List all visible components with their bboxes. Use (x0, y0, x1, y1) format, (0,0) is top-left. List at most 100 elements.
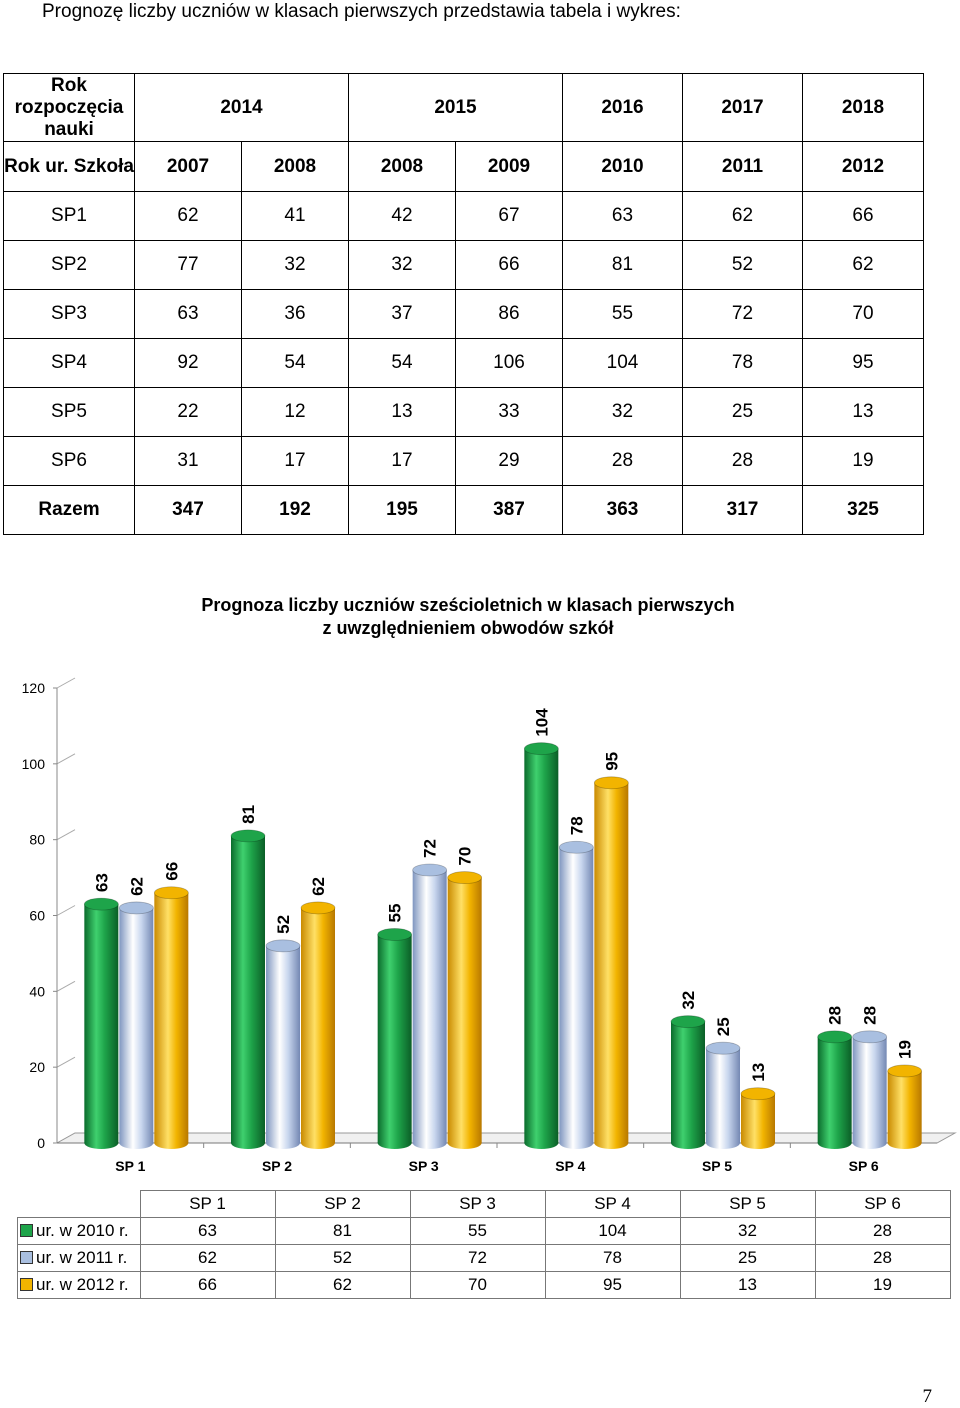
table-cell: 95 (802, 338, 924, 388)
y-tick-label: 60 (29, 908, 45, 924)
chart-data-table-category: SP 1 (139, 1190, 276, 1218)
bar-top (377, 928, 413, 941)
table-cell: 66 (802, 191, 924, 241)
bar-data-label: 62 (309, 877, 328, 896)
chart-data-table-cell: 104 (544, 1217, 681, 1245)
table-cell: 63 (562, 191, 683, 241)
x-category-label: SP 5 (702, 1158, 732, 1174)
legend-label: ur. w 2010 r. (36, 1221, 129, 1240)
chart-data-table-row: ur. w 2010 r. 63 81 55 104 32 28 (17, 1217, 951, 1245)
chart-title-line-1: Prognoza liczby uczniów sześcioletnich w… (201, 595, 734, 615)
chart-data-table-cell: 52 (274, 1244, 411, 1272)
header-birth-year: 2008 (348, 141, 456, 192)
table-row: SP5 22 12 13 33 32 25 13 (3, 387, 924, 437)
legend-swatch (20, 1224, 33, 1237)
header-year: 2017 (682, 73, 803, 142)
table-cell: 92 (134, 338, 242, 388)
bar-chart: Prognoza liczby uczniów sześcioletnich w… (22, 595, 957, 1174)
bar-data-label: 95 (602, 752, 621, 771)
bar-base (524, 1137, 559, 1149)
legend-label: ur. w 2011 r. (36, 1248, 128, 1267)
table-cell: 195 (348, 485, 456, 535)
y-tick-depth-line (56, 753, 76, 765)
y-tick-depth-line (56, 980, 76, 992)
table-cell: 37 (348, 289, 456, 339)
table-cell: 13 (802, 387, 924, 437)
legend-swatch (20, 1251, 33, 1264)
chart-data-table-cell: 55 (409, 1217, 546, 1245)
table-cell: 32 (348, 240, 456, 290)
chart-data-table-cell: 62 (139, 1244, 276, 1272)
chart-data-table: SP 1 SP 2 SP 3 SP 4 SP 5 SP 6 ur. w 2010 r. 63… (17, 1190, 951, 1299)
bar-data-label: 104 (532, 708, 551, 737)
table-cell: 104 (562, 338, 683, 388)
legend-label: ur. w 2012 r. (36, 1275, 129, 1294)
bar (887, 1070, 922, 1143)
table-row: SP1 62 41 42 67 63 62 66 (3, 191, 924, 241)
table-row: SP3 63 36 37 86 55 72 70 (3, 289, 924, 339)
bar (741, 1093, 775, 1143)
bar-top (887, 1064, 923, 1078)
bar-top (852, 1030, 888, 1044)
table-cell: 28 (682, 436, 803, 486)
header-year: 2014 (134, 73, 349, 142)
bar (852, 1036, 887, 1143)
table-cell: 32 (241, 240, 349, 290)
chart-data-table-cell: 72 (409, 1244, 546, 1272)
intro-text: Prognozę liczby uczniów w klasach pierws… (42, 1, 681, 22)
chart-data-table-cell: 19 (814, 1271, 951, 1299)
table-row: SP6 31 17 17 29 28 28 19 (3, 436, 924, 486)
y-tick-label: 0 (37, 1135, 45, 1151)
table-cell: 25 (682, 387, 803, 437)
table-cell: 70 (802, 289, 924, 339)
legend-swatch (20, 1278, 33, 1291)
bar (559, 847, 594, 1143)
table-cell: 86 (455, 289, 563, 339)
table-row: SP2 77 32 32 66 81 52 62 (3, 240, 924, 290)
table-cell: 72 (682, 289, 803, 339)
y-tick-depth-line (56, 829, 76, 841)
row-label: SP6 (3, 436, 135, 486)
bar-data-label: 78 (567, 816, 586, 835)
bar-data-label: 19 (896, 1040, 915, 1059)
chart-data-table-cell: 81 (274, 1217, 411, 1245)
header-year: 2016 (562, 73, 683, 142)
bar-data-label: 32 (679, 991, 698, 1010)
table-cell: 387 (455, 485, 563, 535)
chart-data-table-cell: 63 (139, 1217, 276, 1245)
bar-base (119, 1137, 154, 1149)
bar-top (412, 863, 448, 877)
chart-data-table-category: SP 5 (679, 1190, 816, 1218)
x-category-label: SP 1 (115, 1158, 145, 1174)
table-cell: 33 (455, 387, 563, 437)
table-cell: 22 (134, 387, 242, 437)
bar (377, 934, 412, 1143)
table-cell: 36 (241, 289, 349, 339)
bar (231, 835, 265, 1143)
table-cell: 192 (241, 485, 349, 535)
bar-data-label: 72 (421, 839, 440, 858)
table-cell: 28 (562, 436, 683, 486)
table-cell: 12 (241, 387, 349, 437)
bar (524, 748, 559, 1143)
table-cell: 67 (455, 191, 563, 241)
table-cell: 54 (348, 338, 456, 388)
bar-top (593, 776, 629, 790)
table-cell: 13 (348, 387, 456, 437)
chart-data-table-row: ur. w 2012 r. 66 62 70 95 13 19 (17, 1271, 951, 1299)
bar-base (154, 1137, 189, 1149)
chart-data-table-cell: 70 (409, 1271, 546, 1299)
table-cell: 41 (241, 191, 349, 241)
header-row-birth-year: Rok ur. Szkoła 2007 2008 2008 2009 2010 … (3, 141, 924, 192)
bar (412, 870, 447, 1143)
table-cell: 19 (802, 436, 924, 486)
bar (154, 892, 189, 1143)
chart-data-table-cell: 62 (274, 1271, 411, 1299)
table-cell: 78 (682, 338, 803, 388)
bar-top (705, 1041, 741, 1055)
chart-data-table-cell: 32 (679, 1217, 816, 1245)
bar-top (300, 901, 336, 915)
table-cell: 29 (455, 436, 563, 486)
table-cell: 81 (562, 240, 683, 290)
bar-base (377, 1137, 412, 1149)
